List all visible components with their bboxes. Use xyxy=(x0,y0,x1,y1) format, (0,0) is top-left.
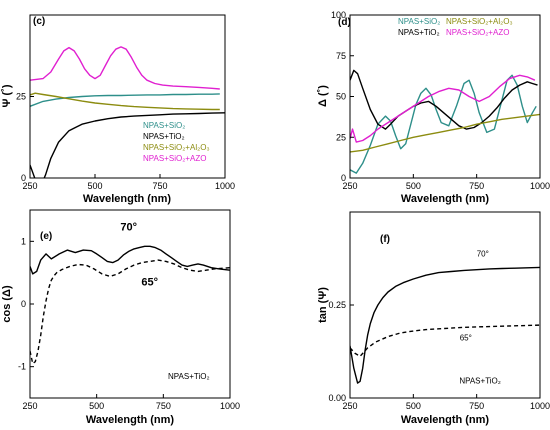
series-group xyxy=(350,266,540,384)
x-tick-label: 1000 xyxy=(215,181,235,191)
x-tick-label: 500 xyxy=(406,181,421,191)
legend-entry: NPAS+SiO₂+Al₂O₃ xyxy=(446,17,513,26)
panel-c: 250 500 750 1000 0 25 Wavelength (nm) Ψ (˚) (c) N… xyxy=(1,14,235,205)
legend-entry: NPAS+TiO₂ xyxy=(398,28,440,37)
y-tick-label: 75 xyxy=(336,51,346,61)
series-line-2 xyxy=(350,113,540,153)
x-tick-label: 750 xyxy=(469,181,484,191)
panel-e: 250 500 750 1000 -1 0 1 Wavelength (nm) cos (Δ) (… xyxy=(1,209,240,426)
series-line-0 xyxy=(350,74,537,174)
x-axis-label: Wavelength (nm) xyxy=(401,193,490,205)
y-tick-label: 50 xyxy=(336,92,346,102)
x-tick-label: 250 xyxy=(342,181,357,191)
series-line-1 xyxy=(350,69,538,130)
y-tick-label: 0.25 xyxy=(328,300,346,310)
series-line-1 xyxy=(30,259,230,365)
x-tick-label: 750 xyxy=(469,401,484,411)
x-tick-label: 250 xyxy=(22,181,37,191)
series-line-0 xyxy=(30,93,220,107)
y-axis-label: tan (Ψ) xyxy=(317,287,329,323)
series-line-3 xyxy=(350,74,536,143)
panel-d: 250 500 750 1000 0 25 50 75 100 Wavelength (nm) Δ … xyxy=(317,10,550,205)
x-tick-label: 500 xyxy=(406,401,421,411)
legend-entry: NPAS+SiO₂+AZO xyxy=(446,28,509,37)
x-tick-label: 500 xyxy=(89,401,104,411)
panel-label: (e) xyxy=(40,231,52,242)
series-line-2 xyxy=(30,92,220,111)
x-tick-label: 1000 xyxy=(530,181,550,191)
x-axis-label: Wavelength (nm) xyxy=(86,414,175,426)
series-group xyxy=(30,46,225,178)
legend-entry: NPAS+SiO₂+Al₂O₃ xyxy=(143,143,210,152)
legend-entry: NPAS+TiO₂ xyxy=(143,132,185,141)
x-tick-label: 1000 xyxy=(220,401,240,411)
annotation: NPAS+TiO₂ xyxy=(168,372,210,381)
legend-entry: NPAS+SiO₂+AZO xyxy=(143,154,206,163)
panel-label: (d) xyxy=(338,17,351,28)
y-tick-label: 1 xyxy=(21,236,26,246)
series-line-1 xyxy=(350,324,540,357)
annotation: 70° xyxy=(120,222,137,234)
annotation: NPAS+TiO₂ xyxy=(459,377,501,386)
panel-f: 250 500 750 1000 0.00 0.25 Wavelength (nm) tan … xyxy=(317,211,550,426)
y-tick-label: 0.00 xyxy=(328,393,346,403)
y-tick-label: 0 xyxy=(21,299,26,309)
y-tick-label: 25 xyxy=(16,92,26,102)
panel-label: (f) xyxy=(380,234,390,245)
series-group xyxy=(350,69,540,174)
series-line-3 xyxy=(30,46,220,90)
series-line-0 xyxy=(30,245,230,275)
y-tick-label: 100 xyxy=(331,10,346,20)
x-axis-label: Wavelength (nm) xyxy=(401,414,490,426)
legend-entry: NPAS+SiO₂ xyxy=(143,121,185,130)
annotation: 65° xyxy=(460,333,472,342)
series-line-0 xyxy=(350,266,540,384)
plot-frame xyxy=(349,14,541,179)
legend: NPAS+SiO₂ NPAS+TiO₂ NPAS+SiO₂+Al₂O₃ NPAS+Si… xyxy=(143,121,210,163)
x-tick-label: 250 xyxy=(22,401,37,411)
y-tick-label: 0 xyxy=(341,173,346,183)
annotation: 70° xyxy=(477,250,489,259)
annotation: 65° xyxy=(141,276,158,288)
y-tick-label: 0 xyxy=(21,173,26,183)
x-tick-label: 750 xyxy=(152,181,167,191)
y-axis-label: Ψ (˚) xyxy=(1,84,13,107)
y-axis-label: Δ (˚) xyxy=(317,85,329,107)
x-axis-label: Wavelength (nm) xyxy=(83,193,172,205)
y-axis-label: cos (Δ) xyxy=(1,285,13,323)
legend-entry: NPAS+SiO₂ xyxy=(398,17,440,26)
panel-label: (c) xyxy=(33,16,45,27)
series-line-1 xyxy=(30,112,225,178)
x-tick-label: 500 xyxy=(87,181,102,191)
y-tick-label: -1 xyxy=(18,362,26,372)
x-tick-label: 250 xyxy=(342,401,357,411)
series-group xyxy=(30,245,230,365)
x-tick-label: 750 xyxy=(156,401,171,411)
x-tick-label: 1000 xyxy=(530,401,550,411)
y-tick-label: 25 xyxy=(336,132,346,142)
plot-frame xyxy=(29,209,231,399)
legend: NPAS+SiO₂ NPAS+TiO₂ NPAS+SiO₂+Al₂O₃ NPAS+Si… xyxy=(398,17,513,37)
